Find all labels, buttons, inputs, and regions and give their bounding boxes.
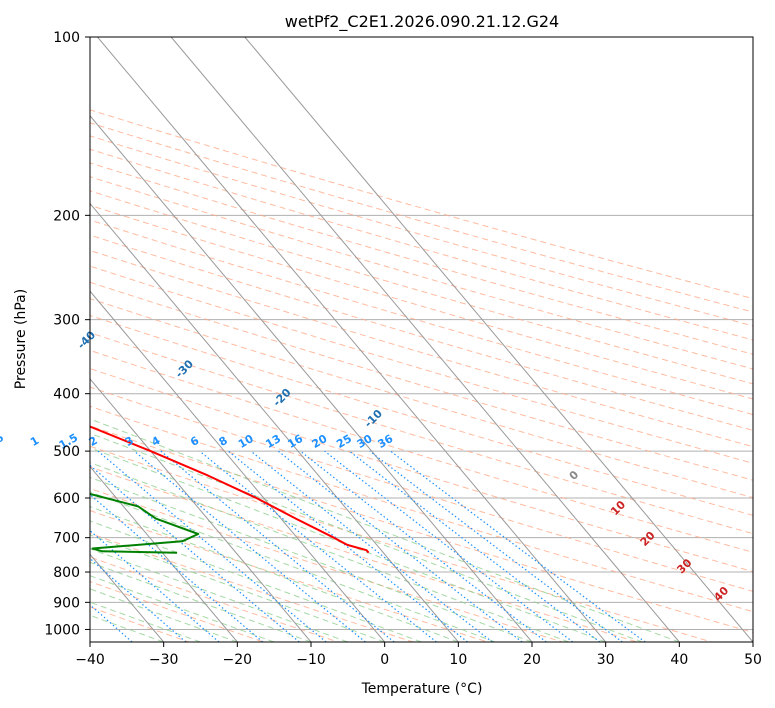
x-tick-label: 10 xyxy=(449,652,467,668)
dry-adiabat-line xyxy=(90,368,753,573)
frost-point-label: -20 xyxy=(270,386,293,409)
plot-area: 0.10.20.40.611.52346810131620253036-100-… xyxy=(0,30,762,668)
y-axis-title: Pressure (hPa) xyxy=(13,289,29,389)
isotherm-line xyxy=(244,37,753,642)
mixing-ratio-line xyxy=(90,529,220,642)
temperature-profile-line xyxy=(90,425,370,554)
dry-adiabat-line xyxy=(90,386,753,592)
dewpoint-profile-line xyxy=(90,492,200,554)
isotherm-line xyxy=(97,37,607,642)
mixing-ratio-label: 10 xyxy=(236,432,256,451)
x-axis-title: Temperature (°C) xyxy=(361,681,483,697)
plot-clipped-group xyxy=(90,37,753,642)
mixing-ratio-label: 20 xyxy=(310,432,330,451)
mixing-ratio-line xyxy=(390,450,646,642)
moist-adiabat-line xyxy=(90,548,348,642)
dry-adiabat-line xyxy=(90,265,753,464)
mixing-ratio-label: 0.6 xyxy=(0,431,6,452)
moist-adiabat-line xyxy=(90,462,569,642)
dry-adiabat-line xyxy=(90,234,753,431)
frost-point-label: -40 xyxy=(75,328,98,351)
theta-label: 40 xyxy=(711,584,731,604)
mixing-ratio-line xyxy=(90,464,300,642)
moist-adiabat-line xyxy=(90,418,680,642)
moist-adiabat-line xyxy=(90,534,385,642)
x-tick-label: −30 xyxy=(149,652,179,668)
x-tick-label: 30 xyxy=(597,652,615,668)
chart-title: wetPf2_C2E1.2026.090.21.12.G24 xyxy=(285,12,559,32)
moist-adiabat-line xyxy=(90,588,238,642)
moist-adiabat-line xyxy=(90,561,312,642)
mixing-ratio-line xyxy=(90,493,264,642)
dry-adiabat-line xyxy=(90,510,488,642)
moist-adiabat-line xyxy=(90,506,459,642)
dry-adiabat-line xyxy=(90,162,753,355)
mixing-ratio-label: 8 xyxy=(217,434,230,449)
theta-label: 20 xyxy=(638,529,658,549)
mixing-ratio-line xyxy=(97,450,327,642)
x-tick-label: −20 xyxy=(223,652,253,668)
moist-adiabat-line xyxy=(90,520,422,642)
x-tick-label: 50 xyxy=(744,652,762,668)
x-tick-label: −10 xyxy=(296,652,326,668)
x-tick-label: −40 xyxy=(75,652,105,668)
y-tick-label: 800 xyxy=(53,565,80,581)
y-tick-label: 400 xyxy=(53,387,80,403)
moist-adiabat-line xyxy=(90,447,606,642)
moist-adiabat-line xyxy=(90,491,496,642)
dry-adiabat-line xyxy=(90,204,753,400)
y-tick-label: 500 xyxy=(53,444,80,460)
isotherm-line xyxy=(90,290,386,642)
frost-point-label: -10 xyxy=(362,407,385,430)
y-tick-label: 600 xyxy=(53,491,80,507)
moist-adiabat-line xyxy=(90,575,275,642)
mixing-ratio-label: 36 xyxy=(376,432,396,451)
dry-adiabat-line xyxy=(90,487,563,642)
mixing-ratio-label: 6 xyxy=(188,434,201,449)
x-tick-label: 20 xyxy=(523,652,541,668)
mixing-ratio-label: 16 xyxy=(285,432,305,451)
y-tick-label: 1000 xyxy=(44,622,80,638)
y-tick-label: 300 xyxy=(53,313,80,329)
moist-adiabat-line xyxy=(90,476,533,642)
moist-adiabat-line xyxy=(90,432,643,642)
mixing-ratio-line xyxy=(300,450,547,642)
isotherm-line xyxy=(90,465,238,642)
theta-label: 0 xyxy=(567,468,582,483)
y-tick-label: 900 xyxy=(53,595,80,611)
dry-adiabat-line xyxy=(90,445,712,642)
dry-adiabat-line xyxy=(90,122,753,313)
y-tick-label: 100 xyxy=(53,30,80,46)
mixing-ratio-line xyxy=(133,450,366,642)
x-tick-label: 40 xyxy=(670,652,688,668)
theta-label: 10 xyxy=(608,498,628,518)
dry-adiabat-line xyxy=(90,425,753,633)
dry-adiabat-line xyxy=(90,314,753,516)
mixing-ratio-label: 1 xyxy=(28,434,41,449)
mixing-ratio-label: 13 xyxy=(263,432,283,451)
isotherm-line xyxy=(90,202,459,642)
plot-frame xyxy=(89,36,754,643)
mixing-ratio-line xyxy=(324,450,574,642)
dry-adiabat-line xyxy=(90,556,339,642)
mixing-ratio-line xyxy=(199,450,437,642)
mixing-ratio-line xyxy=(160,450,395,642)
y-tick-label: 200 xyxy=(53,208,80,224)
mixing-ratio-line xyxy=(348,450,601,642)
x-tick-label: 0 xyxy=(380,652,389,668)
y-tick-label: 700 xyxy=(53,531,80,547)
isotherm-line xyxy=(90,378,312,642)
isotherm-line xyxy=(170,37,680,642)
mixing-ratio-line xyxy=(369,450,623,642)
mixing-ratio-label: 25 xyxy=(334,432,354,451)
isotherm-line xyxy=(90,115,533,642)
mixing-ratio-line xyxy=(227,450,468,642)
dry-adiabat-line xyxy=(90,298,753,499)
dry-adiabat-line xyxy=(90,176,753,370)
